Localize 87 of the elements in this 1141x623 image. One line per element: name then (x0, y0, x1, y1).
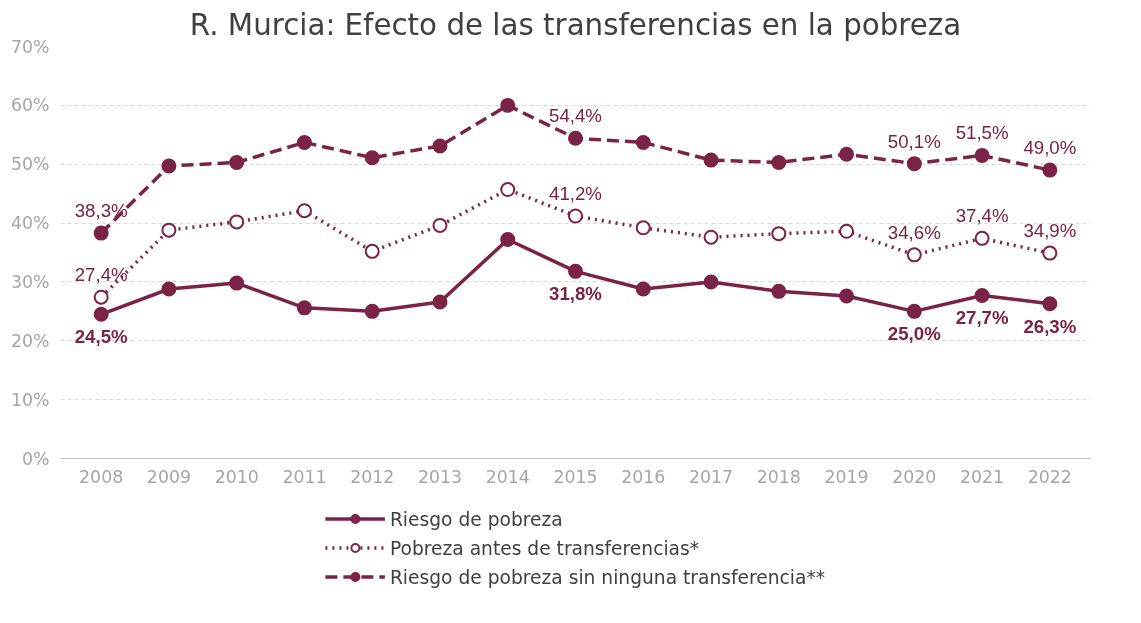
point (296, 134, 312, 150)
point (229, 214, 245, 230)
point (1042, 162, 1058, 178)
point (364, 243, 380, 259)
x-tick-label: 2008 (79, 466, 124, 487)
x-tick-label: 2020 (892, 466, 937, 487)
point (432, 138, 448, 154)
point (906, 156, 922, 172)
data-label: 38,3% (74, 200, 128, 222)
x-tick-label: 2014 (485, 466, 530, 487)
x-tick-label: 2011 (282, 466, 327, 487)
y-tick-label: 60% (10, 95, 50, 116)
data-label: 51,5% (955, 122, 1009, 144)
point (703, 229, 719, 245)
data-label: 50,1% (887, 130, 941, 152)
point (500, 97, 516, 113)
point (568, 130, 583, 146)
point (364, 303, 380, 319)
x-tick-label: 2022 (1027, 466, 1072, 487)
data-label: 37,4% (955, 205, 1009, 227)
y-tick-label: 30% (10, 271, 50, 292)
data-label: 24,5% (74, 326, 129, 348)
point (161, 222, 177, 238)
point (296, 203, 312, 219)
point (839, 146, 855, 162)
x-tick-label: 2009 (146, 466, 191, 487)
point (161, 158, 177, 174)
point (93, 289, 109, 305)
point (974, 230, 990, 246)
y-tick-label: 0% (22, 448, 50, 469)
point (974, 147, 990, 163)
point (500, 182, 516, 198)
data-label: 41,2% (549, 183, 602, 205)
x-tick-label: 2018 (756, 466, 801, 487)
chart-title: R. Murcia: Efecto de las transferencias en la pobreza (189, 7, 962, 42)
legend-label: Pobreza antes de transferencias* (389, 537, 700, 558)
legend-label: Riesgo de pobreza sin ninguna transferencia** (389, 566, 826, 587)
point (161, 281, 177, 297)
x-tick-label: 2013 (417, 466, 463, 487)
y-tick-label: 20% (10, 330, 50, 351)
point (635, 134, 651, 150)
y-tick-label: 50% (10, 154, 50, 175)
data-label: 26,3% (1023, 315, 1077, 337)
point (229, 154, 245, 170)
point (296, 300, 312, 316)
point (500, 232, 516, 248)
point (771, 226, 787, 242)
point (771, 283, 787, 299)
x-tick-label: 2021 (960, 466, 1005, 487)
point (1042, 245, 1058, 261)
point (568, 263, 583, 279)
y-tick-label: 40% (10, 213, 50, 234)
x-tick-label: 2017 (688, 466, 734, 487)
y-tick-label: 70% (10, 36, 50, 57)
point (432, 294, 448, 310)
point (771, 154, 787, 170)
point (703, 274, 719, 290)
legend-label: Riesgo de pobreza (389, 508, 563, 529)
point (568, 208, 583, 224)
point (1042, 296, 1058, 312)
data-label: 34,9% (1023, 220, 1077, 242)
data-label: 31,8% (549, 283, 603, 305)
x-tick-label: 2012 (350, 466, 395, 487)
data-label: 27,4% (74, 264, 128, 286)
point (229, 275, 245, 291)
point (839, 288, 855, 304)
point (432, 217, 448, 233)
data-label: 54,4% (549, 105, 602, 127)
x-tick-label: 2015 (553, 466, 598, 487)
y-tick-label: 10% (10, 389, 50, 410)
point (635, 281, 651, 297)
point (93, 225, 109, 241)
point (906, 247, 922, 263)
data-label: 34,6% (887, 221, 941, 243)
data-label: 27,7% (955, 307, 1009, 329)
data-label: 25,0% (887, 323, 942, 345)
x-tick-label: 2016 (621, 466, 666, 487)
point (635, 220, 651, 236)
x-tick-label: 2019 (824, 466, 869, 487)
point (906, 303, 922, 319)
data-label: 49,0% (1023, 137, 1077, 159)
point (93, 306, 109, 322)
point (703, 152, 719, 168)
point (839, 223, 855, 239)
x-tick-label: 2010 (214, 466, 259, 487)
point (974, 287, 990, 303)
point (364, 150, 380, 166)
